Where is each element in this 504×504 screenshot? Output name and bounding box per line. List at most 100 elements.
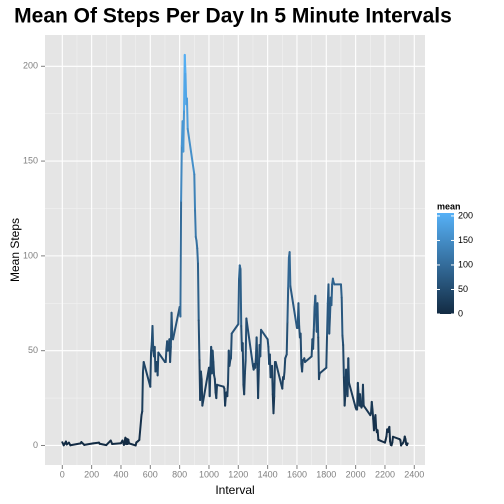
x-tick-label: 200 [84,469,99,479]
line-segment [243,372,246,396]
line-segment [271,364,274,396]
legend-tick-label: 50 [458,284,468,294]
line-segment [169,345,172,364]
line-segment [156,351,160,377]
x-tick-label: 0 [60,469,65,479]
line-segment [326,302,329,337]
line-segment [186,127,196,176]
line-segment [213,378,217,394]
line-segment [164,347,168,364]
y-tick-label: 0 [33,440,38,450]
line-segment [362,404,372,417]
line-segment [405,442,409,447]
legend-tick-label: 200 [458,210,473,220]
line-segment [342,343,345,379]
line-segment [356,381,360,396]
line-segment [229,332,233,360]
line-segment [226,381,230,398]
line-segment [150,342,153,354]
line-segment [297,302,301,328]
line-segment [325,334,329,369]
line-segment [282,370,286,381]
line-segment [340,296,344,337]
line-segment [361,383,365,407]
line-segment [287,256,290,290]
line-segment [239,268,243,328]
line-segment [388,425,392,443]
line-segment [273,361,276,398]
line-segment [345,368,348,390]
x-tick-label: 1800 [316,469,336,479]
legend-colorbar [437,213,454,314]
line-segment [172,306,181,341]
line-segment [195,239,199,250]
line-segment [376,429,380,441]
line-segment [194,209,197,238]
line-segment [224,395,227,407]
line-segment [347,357,351,384]
line-segment [299,332,303,365]
line-segment [318,366,328,375]
line-segment [98,442,108,447]
line-segment [151,325,155,352]
line-segment [312,306,316,331]
x-axis-label: Interval [215,483,254,497]
line-segment [343,393,347,407]
line-segment [208,364,212,398]
line-segment [182,108,186,153]
line-segment [392,435,401,441]
x-tick-label: 2000 [346,469,366,479]
line-segment [111,442,122,445]
line-segment [197,319,201,362]
line-segment [274,361,284,390]
line-segment [314,294,318,316]
line-segment [266,338,270,348]
line-segment [185,97,189,130]
x-tick-label: 2400 [404,469,424,479]
legend-title: mean [437,201,461,211]
line-segment [199,370,203,381]
line-segment [69,442,82,447]
line-segment [257,368,260,400]
y-tick-label: 200 [23,61,38,71]
line-segment [288,251,292,288]
line-segment [230,323,240,335]
line-segment [180,144,183,202]
line-segment [255,336,259,365]
line-segment [216,383,225,388]
line-segment [245,317,254,367]
line-segment [196,262,200,322]
line-segment [285,321,289,356]
line-segment [272,395,276,415]
line-segment [183,53,187,75]
line-segment [316,302,320,339]
legend-tick-label: 100 [458,259,473,269]
x-tick-label: 2200 [375,469,395,479]
x-tick-label: 1600 [287,469,307,479]
line-segment [212,361,216,377]
x-tick-label: 1200 [228,469,248,479]
line-segment [211,349,215,364]
line-segment [83,442,95,446]
line-segment [128,442,137,447]
line-segment [304,355,313,364]
y-tick-label: 50 [28,345,38,355]
line-segment [260,328,269,341]
x-tick-label: 600 [143,469,158,479]
line-segment [359,393,362,407]
line-segment [370,400,374,411]
line-segment [317,336,320,381]
line-segment [244,317,248,362]
line-segment [254,357,257,369]
x-tick-label: 1000 [199,469,219,479]
line-segment [301,359,304,373]
y-axis-label: Mean Steps [8,218,22,282]
line-segment [259,328,263,358]
plot-panel [45,35,425,465]
line-segment [142,361,152,388]
line-segment [201,366,210,407]
line-segment [157,351,166,364]
line-segment [330,283,334,307]
line-segment [215,383,219,400]
